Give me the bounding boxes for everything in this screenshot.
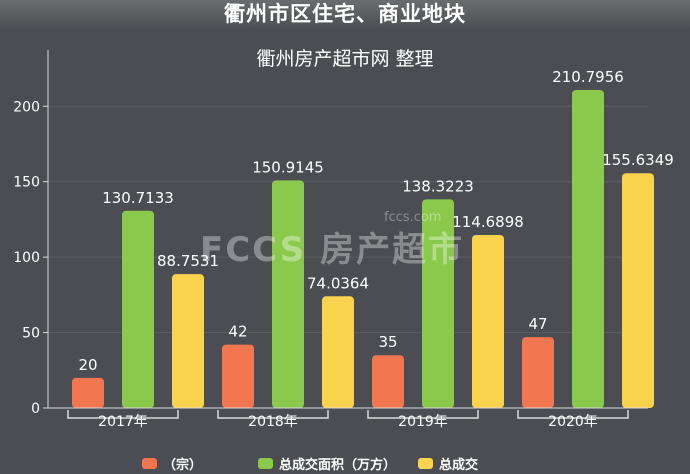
bar-0-1 [222, 344, 254, 408]
legend-item-area[interactable]: 总成交面积（万方） [258, 454, 396, 473]
category-bracket [517, 410, 629, 419]
data-label-0-3: 47 [528, 315, 547, 333]
data-label-2-3: 155.6349 [602, 151, 674, 169]
bars [72, 89, 654, 409]
bar-0-2 [372, 355, 404, 408]
legend-label-amount: 总成交 [439, 458, 479, 473]
data-label-0-2: 35 [378, 333, 397, 351]
bar-1-1 [272, 180, 304, 408]
legend-item-amount[interactable]: 总成交 [418, 454, 478, 473]
bar-2-2 [472, 234, 504, 408]
legend-label-area: 总成交面积（万方） [279, 458, 397, 473]
bar-0-3 [522, 337, 554, 408]
y-tick-label: 0 [31, 401, 40, 417]
y-tick-label: 200 [13, 99, 40, 115]
data-label-2-1: 74.0364 [307, 274, 369, 292]
data-label-0-1: 42 [228, 323, 247, 341]
legend[interactable]: （宗） 总成交面积（万方） 总成交 [0, 452, 690, 474]
legend-swatch-amount [418, 458, 433, 469]
data-labels: 20 130.7133 88.7531 42 150.9145 74.0364 35 138.… [78, 68, 673, 374]
bar-0-0 [72, 377, 104, 408]
watermark-logo: FCCS 房产超市 [200, 230, 465, 270]
chart-subtitle: 衢州房产超市网 整理 [256, 48, 434, 70]
legend-swatch-count [142, 458, 157, 469]
y-tick-label: 100 [13, 250, 40, 266]
bar-2-3 [622, 173, 654, 408]
bar-1-0 [122, 210, 154, 408]
data-label-1-1: 150.9145 [252, 158, 324, 176]
x-tick-label: 2017年 [98, 414, 148, 430]
legend-label-count: （宗） [163, 458, 203, 473]
x-tick-label: 2018年 [248, 414, 298, 430]
y-tick-label: 50 [22, 326, 40, 342]
watermark-domain: fccs.com [384, 210, 442, 225]
x-tick-label: 2019年 [398, 414, 448, 430]
bar-1-2 [422, 199, 454, 408]
y-tick-label: 150 [13, 175, 40, 191]
category-bracket [67, 410, 179, 419]
data-label-1-3: 210.7956 [552, 68, 624, 86]
data-label-0-0: 20 [78, 356, 97, 374]
data-label-2-0: 88.7531 [157, 252, 219, 270]
legend-item-count[interactable]: （宗） [142, 454, 202, 473]
legend-swatch-area [258, 458, 273, 469]
category-bracket [367, 410, 479, 419]
category-bracket [217, 410, 329, 419]
data-label-2-2: 114.6898 [452, 213, 524, 231]
data-label-1-2: 138.3223 [402, 177, 474, 195]
bar-2-0 [172, 274, 204, 408]
chart-title: 衢州市区住宅、商业地块 [0, 0, 690, 30]
x-tick-label: 2020年 [548, 414, 598, 430]
bar-1-3 [572, 89, 604, 409]
bar-2-1 [322, 296, 354, 408]
data-label-1-0: 130.7133 [102, 189, 174, 207]
axes: 0 50 100 150 200 2017年 2018年 2019年 2020年 [13, 50, 648, 430]
